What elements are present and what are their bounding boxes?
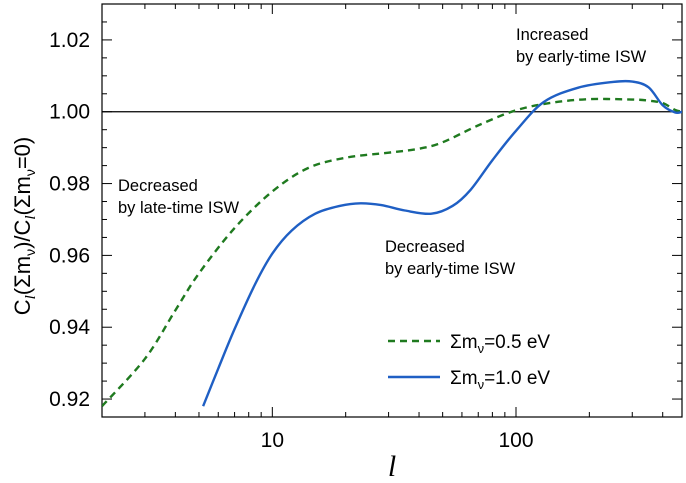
annotation-early-time-decrease: Decreased by early-time ISW xyxy=(385,238,516,278)
x-tick-label: 100 xyxy=(498,429,533,452)
legend-label-1p0: Σmν=1.0 eV xyxy=(450,368,550,392)
y-tick-label: 1.00 xyxy=(49,101,90,124)
annotation-early-time-increase: Increased by early-time ISW xyxy=(516,26,647,66)
legend-label-0p5: Σmν=0.5 eV xyxy=(450,332,550,356)
series-layer xyxy=(102,79,682,408)
y-tick-label: 0.98 xyxy=(49,173,90,196)
y-tick-label: 1.02 xyxy=(49,29,90,52)
y-axis-title: Cl(Σmν)/Cl(Σmν=0) xyxy=(10,137,39,316)
y-tick-label: 0.96 xyxy=(49,244,90,267)
plot-frame xyxy=(101,3,683,418)
x-axis-title: l xyxy=(388,450,396,483)
y-axis-ticks: 0.92 0.94 0.96 0.98 1.00 1.02 xyxy=(49,3,682,411)
x-tick-label: 10 xyxy=(261,429,284,452)
annotation-late-time: Decreased by late-time ISW xyxy=(118,177,239,217)
x-axis-ticks: 10 100 xyxy=(101,4,664,452)
y-tick-label: 0.92 xyxy=(49,388,90,411)
series-line-1p0-ev xyxy=(202,79,682,407)
legend: Σmν=0.5 eV Σmν=1.0 eV xyxy=(388,332,550,392)
y-tick-label: 0.94 xyxy=(49,316,90,339)
